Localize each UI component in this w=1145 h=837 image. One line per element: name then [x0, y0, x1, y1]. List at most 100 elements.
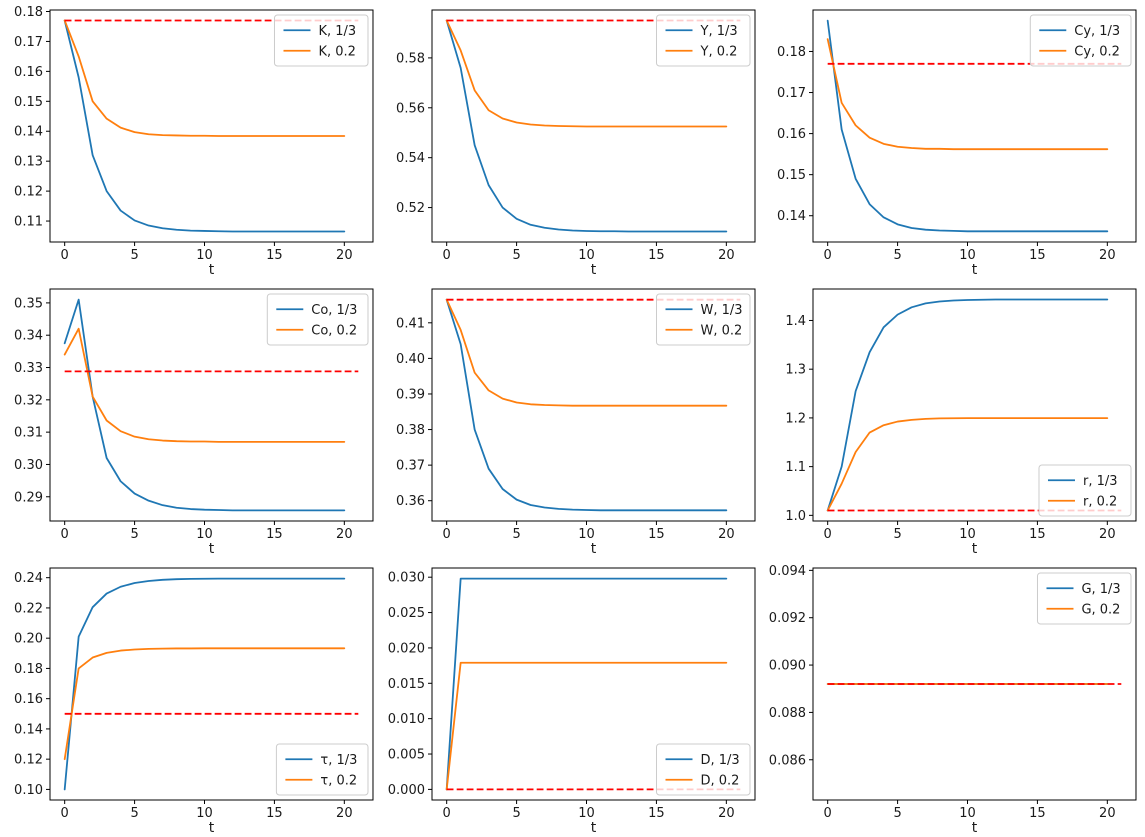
series-line-W-0-2 [445, 298, 727, 407]
y-tick-label: 0.36 [396, 494, 425, 509]
y-tick-label: 0.092 [769, 611, 806, 626]
y-axis: 0.10 0.12 0.14 0.16 0.18 0.20 0.22 0.24 [14, 571, 50, 798]
subplot-G: 0 5 10 15 20 t 0.086 0.088 0.090 0.092 0.094 G, 1/3… [769, 564, 1137, 836]
x-tick-label: 20 [336, 527, 353, 542]
x-tick-label: 0 [61, 248, 69, 263]
axes-frame [431, 288, 756, 522]
y-tick-label: 0.13 [14, 155, 43, 170]
axes-frame [812, 288, 1137, 522]
x-axis: 0 5 10 15 20 [442, 242, 734, 263]
y-tick-label: 1.2 [786, 411, 807, 426]
y-tick-label: 0.10 [14, 783, 43, 798]
y-tick-label: 0.17 [777, 86, 806, 101]
x-tick-label: 10 [578, 527, 595, 542]
legend-box [275, 743, 369, 796]
series-line-r-0-2 [827, 417, 1109, 512]
y-axis: 0.14 0.15 0.16 0.17 0.18 [777, 45, 814, 224]
y-tick-label: 0.16 [777, 127, 806, 142]
x-tick-label: 5 [894, 248, 902, 263]
x-tick-label: 10 [578, 248, 595, 263]
legend-label: W, 0.2 [700, 323, 742, 338]
legend-label: τ, 0.2 [320, 773, 357, 788]
x-tick-label: 10 [196, 248, 213, 263]
x-tick-label: 15 [266, 248, 283, 263]
legend-label: Y, 1/3 [699, 24, 737, 39]
subplot-Y: 0 5 10 15 20 t 0.52 0.54 0.56 0.58 Y, 1/3 Y, 0.2 [396, 9, 756, 278]
y-tick-label: 0.15 [14, 95, 43, 110]
x-tick-label: 0 [61, 806, 69, 821]
y-tick-label: 1.1 [786, 460, 807, 475]
legend-label: G, 0.2 [1082, 602, 1121, 617]
x-tick-label: 5 [130, 806, 138, 821]
series-line-D-1-3 [445, 577, 727, 791]
x-tick-label: 0 [824, 248, 832, 263]
x-axis-label: t [209, 262, 215, 278]
subplot-tau: 0 5 10 15 20 t 0.10 0.12 0.14 0.16 0.18 0.20 0.22 0.2… [14, 567, 374, 836]
x-tick-label: 15 [648, 527, 665, 542]
legend-label: W, 1/3 [700, 303, 742, 318]
y-tick-label: 0.15 [777, 168, 806, 183]
x-tick-label: 15 [1029, 527, 1046, 542]
x-axis: 0 5 10 15 20 [61, 242, 353, 263]
x-axis: 0 5 10 15 20 [61, 800, 353, 821]
y-tick-label: 0.35 [14, 296, 43, 311]
legend-box [1030, 14, 1132, 67]
legend-box [655, 293, 751, 346]
x-tick-label: 15 [648, 248, 665, 263]
legend-label: K, 1/3 [318, 24, 356, 39]
legend-box [273, 14, 369, 67]
x-tick-label: 15 [266, 527, 283, 542]
y-tick-label: 0.086 [769, 753, 806, 768]
y-tick-label: 0.12 [14, 185, 43, 200]
y-tick-label: 0.20 [14, 632, 43, 647]
x-tick-label: 0 [442, 248, 450, 263]
series-line-Cy-1-3 [827, 19, 1109, 233]
x-tick-label: 0 [442, 806, 450, 821]
x-tick-label: 0 [824, 527, 832, 542]
y-tick-label: 1.0 [786, 509, 807, 524]
y-tick-label: 0.16 [14, 692, 43, 707]
y-tick-label: 0.33 [14, 361, 43, 376]
legend: K, 1/3 K, 0.2 [273, 14, 369, 67]
subplot-Co: 0 5 10 15 20 t 0.29 0.30 0.31 0.32 0.33 0.34 0.35 Co,… [14, 288, 374, 557]
y-tick-label: 0.015 [387, 677, 424, 692]
y-tick-label: 0.030 [387, 571, 424, 586]
y-tick-label: 0.010 [387, 712, 424, 727]
x-tick-label: 5 [130, 248, 138, 263]
y-tick-label: 0.18 [14, 662, 43, 677]
y-tick-label: 0.14 [14, 722, 43, 737]
y-tick-label: 0.32 [14, 393, 43, 408]
x-tick-label: 10 [960, 806, 977, 821]
y-tick-label: 0.17 [14, 35, 43, 50]
y-tick-label: 0.37 [396, 459, 425, 474]
x-tick-label: 10 [196, 527, 213, 542]
y-tick-label: 0.58 [396, 51, 425, 66]
x-axis-label: t [972, 541, 978, 557]
y-tick-label: 0.54 [396, 151, 425, 166]
legend-label: D, 1/3 [700, 753, 739, 768]
y-axis: 0.086 0.088 0.090 0.092 0.094 [769, 564, 814, 768]
legend-label: Y, 0.2 [699, 44, 737, 59]
series-line-K-0-2 [63, 19, 346, 137]
y-axis: 1.0 1.1 1.2 1.3 1.4 [786, 314, 814, 524]
y-tick-label: 0.56 [396, 101, 425, 116]
series-line-Co-0-2 [63, 327, 346, 443]
y-tick-label: 0.18 [777, 45, 806, 60]
y-tick-label: 0.14 [14, 125, 43, 140]
y-tick-label: 0.18 [14, 5, 43, 20]
x-tick-label: 20 [718, 527, 735, 542]
y-tick-label: 0.29 [14, 490, 43, 505]
x-tick-label: 5 [512, 806, 520, 821]
y-axis: 0.000 0.005 0.010 0.015 0.020 0.025 0.030 [387, 571, 432, 798]
y-tick-label: 0.094 [769, 564, 806, 579]
x-tick-label: 20 [1099, 806, 1116, 821]
y-tick-label: 0.41 [396, 316, 425, 331]
legend-label: Cy, 0.2 [1075, 44, 1121, 59]
x-tick-label: 10 [960, 248, 977, 263]
legend-label: Co, 0.2 [311, 323, 357, 338]
x-tick-label: 15 [648, 806, 665, 821]
x-axis-label: t [972, 262, 978, 278]
y-tick-label: 0.090 [769, 659, 806, 674]
